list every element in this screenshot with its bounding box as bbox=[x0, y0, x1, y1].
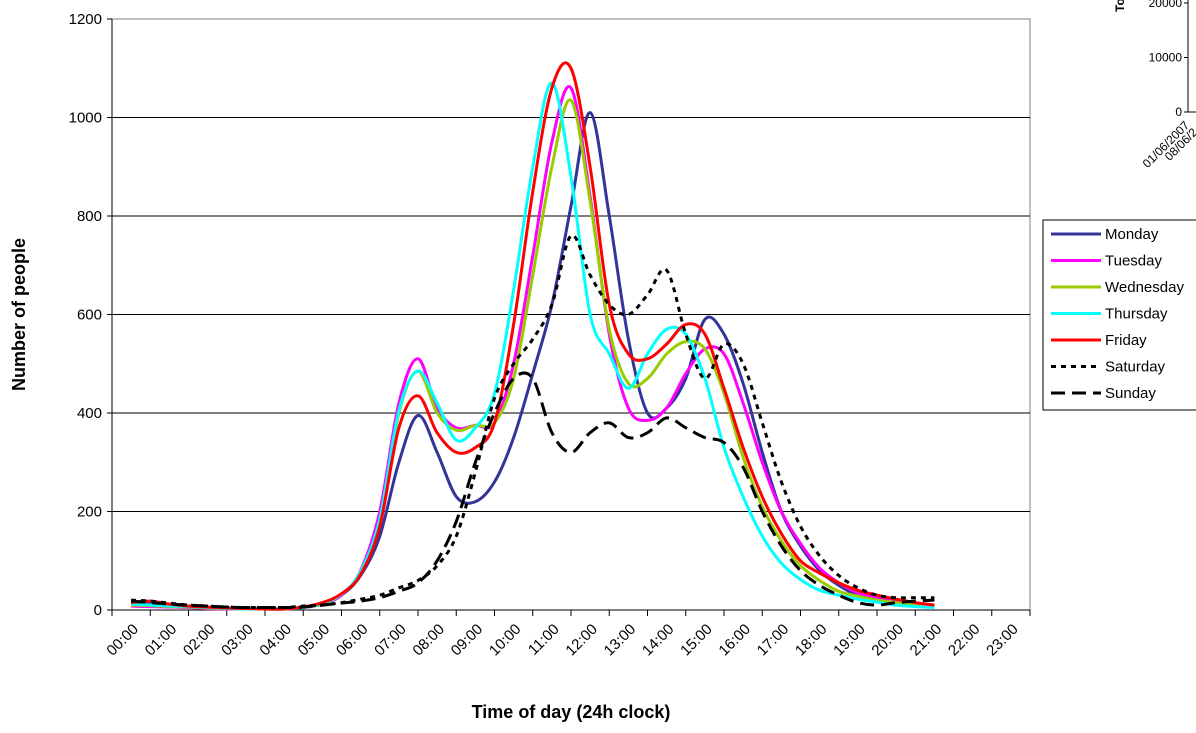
inset-y-tick-label: 0 bbox=[1175, 105, 1182, 119]
x-tick-label: 23:00 bbox=[983, 621, 1022, 660]
x-tick-label: 00:00 bbox=[103, 621, 142, 660]
series-lines bbox=[130, 61, 935, 611]
x-axis-title: Time of day (24h clock) bbox=[472, 702, 671, 722]
y-tick-label: 600 bbox=[77, 307, 102, 324]
x-tick-label: 05:00 bbox=[295, 621, 334, 660]
x-tick-label: 16:00 bbox=[715, 621, 754, 660]
x-tick-label: 07:00 bbox=[371, 621, 410, 660]
x-tick-label: 15:00 bbox=[677, 621, 716, 660]
x-tick-label: 11:00 bbox=[525, 621, 563, 659]
legend-label-sunday: Sunday bbox=[1105, 385, 1156, 402]
y-tick-label: 800 bbox=[77, 208, 102, 225]
x-tick-label: 17:00 bbox=[754, 621, 793, 660]
legend-label-tuesday: Tuesday bbox=[1105, 253, 1162, 270]
x-tick-label: 20:00 bbox=[868, 621, 907, 660]
inset-y-axis-title: To bbox=[1113, 0, 1127, 12]
y-axis: 0 200 400 600 800 1000 1200 bbox=[69, 11, 113, 619]
x-tick-label: 22:00 bbox=[945, 621, 984, 660]
series-line-friday bbox=[130, 61, 935, 611]
inset-y-tick-label: 20000 bbox=[1149, 0, 1183, 10]
y-tick-label: 400 bbox=[77, 405, 102, 422]
x-tick-label: 01:00 bbox=[142, 621, 181, 660]
x-tick-label: 21:00 bbox=[907, 621, 946, 660]
legend-label-monday: Monday bbox=[1105, 226, 1159, 243]
y-tick-label: 1200 bbox=[69, 11, 102, 28]
series-line-sunday bbox=[130, 371, 935, 610]
x-tick-label: 03:00 bbox=[218, 621, 257, 660]
x-tick-label: 10:00 bbox=[486, 621, 525, 660]
y-tick-label: 200 bbox=[77, 504, 102, 521]
x-tick-label: 08:00 bbox=[409, 621, 448, 660]
x-tick-label: 06:00 bbox=[333, 621, 372, 660]
legend-label-thursday: Thursday bbox=[1105, 306, 1168, 323]
legend-label-saturday: Saturday bbox=[1105, 359, 1166, 376]
legend: Monday Tuesday Wednesday Thursday Friday Satu… bbox=[1042, 219, 1196, 411]
x-tick-label: 09:00 bbox=[448, 621, 487, 660]
gridlines bbox=[112, 117, 1030, 512]
x-tick-label: 19:00 bbox=[830, 621, 869, 660]
x-axis: 00:00 01:00 02:00 03:00 04:00 05:00 06:00 07:00… bbox=[103, 609, 1031, 660]
x-tick-label: 13:00 bbox=[601, 621, 640, 660]
x-tick-label: 12:00 bbox=[562, 621, 601, 660]
y-tick-label: 0 bbox=[94, 602, 102, 619]
y-tick-label: 1000 bbox=[69, 110, 102, 127]
legend-label-friday: Friday bbox=[1105, 332, 1147, 349]
y-axis-title: Number of people bbox=[9, 238, 29, 391]
x-tick-label: 04:00 bbox=[256, 621, 295, 660]
x-tick-label: 14:00 bbox=[639, 621, 678, 660]
x-tick-label: 02:00 bbox=[180, 621, 219, 660]
x-tick-label: 18:00 bbox=[792, 621, 831, 660]
legend-label-wednesday: Wednesday bbox=[1105, 279, 1184, 296]
inset-y-tick-label: 10000 bbox=[1149, 51, 1183, 65]
